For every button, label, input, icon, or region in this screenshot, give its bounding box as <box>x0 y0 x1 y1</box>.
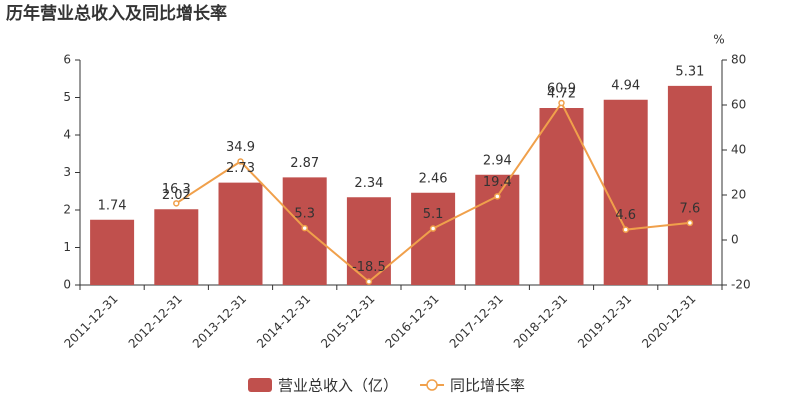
x-tick-label: 2020-12-31 <box>639 292 698 351</box>
legend-label: 同比增长率 <box>450 377 525 395</box>
bar <box>475 174 520 285</box>
line-point <box>237 158 244 165</box>
line-point <box>558 99 565 107</box>
y2-axis-label: % <box>713 33 724 47</box>
bar-value-label: 2.02 <box>162 188 191 203</box>
bar-value-label: 4.72 <box>547 87 576 102</box>
bar-value-label: 5.31 <box>675 64 704 79</box>
y-tick-label: 6 <box>63 53 71 67</box>
bar <box>667 85 712 285</box>
x-tick-label: 2015-12-31 <box>318 292 377 351</box>
x-tick-label: 2012-12-31 <box>126 292 185 351</box>
line-value-label: 34.9 <box>226 140 255 155</box>
line-value-label: 19.4 <box>483 175 512 190</box>
bar-value-label: 1.74 <box>98 198 127 213</box>
y-tick-label: 4 <box>63 128 71 142</box>
line-point <box>365 278 373 285</box>
bar-value-label: 2.46 <box>419 171 448 186</box>
y-tick-label: 3 <box>63 165 71 179</box>
y-tick-label: 0 <box>63 278 71 292</box>
bar-value-label: 2.87 <box>290 156 319 171</box>
line-point <box>686 219 694 227</box>
y-tick-label: 5 <box>63 90 71 104</box>
line-value-label: 5.3 <box>294 207 315 222</box>
bar <box>154 209 199 285</box>
line-value-label: 4.6 <box>615 208 636 223</box>
bar <box>90 219 135 285</box>
line-value-label: 7.6 <box>680 201 701 216</box>
bar-value-label: 2.94 <box>483 153 512 168</box>
line-value-label: -18.5 <box>352 260 386 275</box>
x-tick-label: 2016-12-31 <box>382 292 441 351</box>
line-point <box>429 225 437 232</box>
bar-value-label: 2.34 <box>354 176 383 191</box>
bar <box>603 99 648 285</box>
bar-value-label: 2.73 <box>226 161 255 176</box>
legend-swatch <box>248 378 272 392</box>
bar <box>218 182 263 285</box>
y2-tick-label: 20 <box>731 188 746 202</box>
y-tick-label: 2 <box>63 203 71 217</box>
legend-swatch <box>426 379 438 391</box>
chart-title: 历年营业总收入及同比增长率 <box>6 3 227 24</box>
x-tick-label: 2014-12-31 <box>254 292 313 351</box>
y2-tick-label: 0 <box>731 233 739 247</box>
line-value-label: 60.9 <box>547 81 576 96</box>
line-value-label: 5.1 <box>423 207 444 222</box>
x-tick-label: 2017-12-31 <box>447 292 506 351</box>
line-point <box>173 200 180 207</box>
bar-value-label: 4.94 <box>611 78 640 93</box>
bar <box>411 192 456 285</box>
y2-tick-label: 80 <box>731 53 746 67</box>
y-tick-label: 1 <box>63 240 71 254</box>
line-point <box>301 224 308 232</box>
legend-label: 营业总收入（亿） <box>278 377 398 395</box>
line-point <box>494 193 501 200</box>
line-point <box>622 226 629 233</box>
y2-tick-label: -20 <box>731 278 751 292</box>
y2-tick-label: 60 <box>731 98 746 112</box>
x-tick-label: 2013-12-31 <box>190 292 249 351</box>
x-tick-label: 2019-12-31 <box>575 292 634 351</box>
bar <box>539 108 584 285</box>
y2-tick-label: 40 <box>731 143 746 157</box>
x-tick-label: 2011-12-31 <box>61 292 120 351</box>
line-value-label: 16.3 <box>162 182 191 197</box>
x-tick-label: 2018-12-31 <box>511 292 570 351</box>
